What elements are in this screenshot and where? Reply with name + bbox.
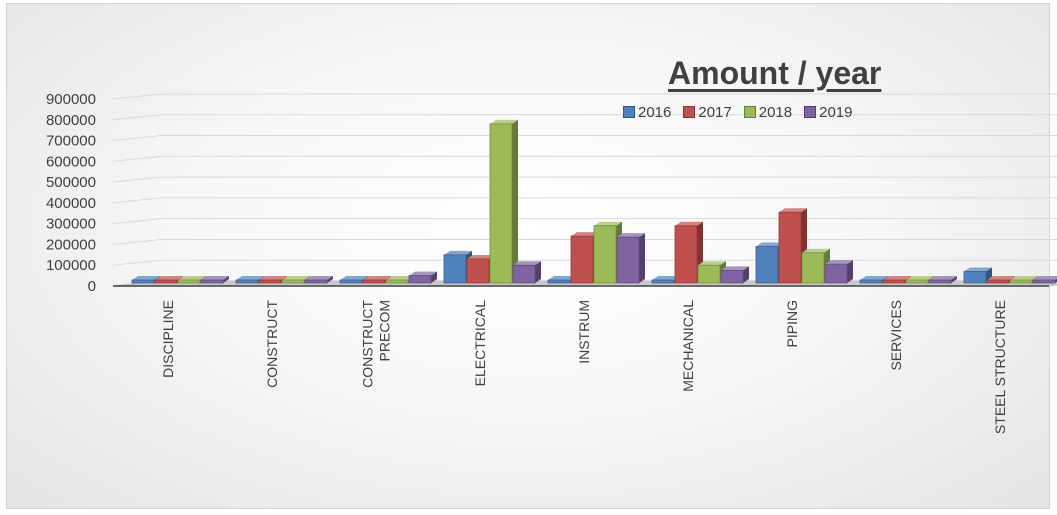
legend-label: 2018 <box>758 103 793 121</box>
legend-item-2016: 2016 <box>623 104 671 121</box>
bar-2019-instrum <box>616 233 645 284</box>
legend: 2016 2017 2018 2019 <box>623 101 865 123</box>
legend-swatch <box>623 106 635 118</box>
y-tick-label: 600000 <box>46 153 96 170</box>
x-tick-label-line: SERVICES <box>888 300 904 371</box>
bar-2019-piping <box>824 260 853 284</box>
y-tick-label: 700000 <box>46 133 96 150</box>
x-tick-label: DISCIPLINE <box>160 300 176 378</box>
x-tick-label: SERVICES <box>888 300 904 371</box>
x-tick-label-line: INSTRUM <box>576 300 592 364</box>
x-tick-label: INSTRUM <box>576 300 592 364</box>
legend-item-2018: 2018 <box>743 103 793 121</box>
x-tick-label-line: ELECTRICAL <box>472 300 488 387</box>
legend-swatch <box>743 106 756 118</box>
bar-2019-services <box>928 276 957 284</box>
bar-2019-mechanical <box>720 266 749 284</box>
x-tick-label: CONSTRUCT <box>264 300 280 388</box>
y-tick-label: 0 <box>88 278 96 295</box>
bar-2019-electrical <box>512 261 541 284</box>
x-tick-label-line: CONSTRUCT <box>264 300 280 388</box>
y-tick-label: 100000 <box>46 257 96 274</box>
y-axis: 0 100000 200000 300000 400000 500000 600000 700… <box>46 91 96 295</box>
bar-2019-construct <box>304 276 333 284</box>
chart-area <box>6 3 1050 509</box>
y-tick-label: 400000 <box>46 195 96 212</box>
x-axis: DISCIPLINE CONSTRUCT CONSTRUCT PRECOM ELECTR… <box>160 300 1008 435</box>
bar-2018-electrical <box>489 119 518 284</box>
y-tick-label: 300000 <box>46 216 96 233</box>
bar-2019-discipline <box>200 276 229 284</box>
bar-2019-construct-precom <box>408 271 437 284</box>
y-tick-label: 500000 <box>46 174 96 191</box>
x-tick-label: ELECTRICAL <box>472 300 488 387</box>
x-tick-label: STEEL STRUCTURE <box>992 300 1008 434</box>
y-tick-label: 800000 <box>46 112 96 129</box>
legend-swatch <box>804 106 817 118</box>
x-tick-label: MECHANICAL <box>680 300 696 392</box>
legend-item-2017: 2017 <box>683 103 732 121</box>
legend-label: 2019 <box>819 103 853 121</box>
x-tick-label-line: PIPING <box>784 300 800 347</box>
x-tick-label-line: DISCIPLINE <box>160 300 176 378</box>
y-tick-label: 900000 <box>46 91 96 108</box>
x-tick-label: CONSTRUCT PRECOM <box>360 300 393 388</box>
y-tick-label: 200000 <box>46 236 96 253</box>
legend-label: 2016 <box>638 103 672 121</box>
x-tick-label-line: STEEL STRUCTURE <box>992 300 1008 434</box>
x-tick-label: PIPING <box>784 300 800 347</box>
legend-swatch <box>683 106 696 118</box>
x-tick-label-line: CONSTRUCT <box>360 300 376 388</box>
x-tick-label-line: MECHANICAL <box>680 300 696 392</box>
legend-label: 2017 <box>698 103 732 121</box>
x-tick-label-line: PRECOM <box>377 300 393 361</box>
legend-item-2019: 2019 <box>804 103 853 121</box>
bar-2019-steel-structure <box>1032 276 1057 284</box>
bars <box>131 119 1057 284</box>
chart-title: Amount / year <box>668 55 882 91</box>
